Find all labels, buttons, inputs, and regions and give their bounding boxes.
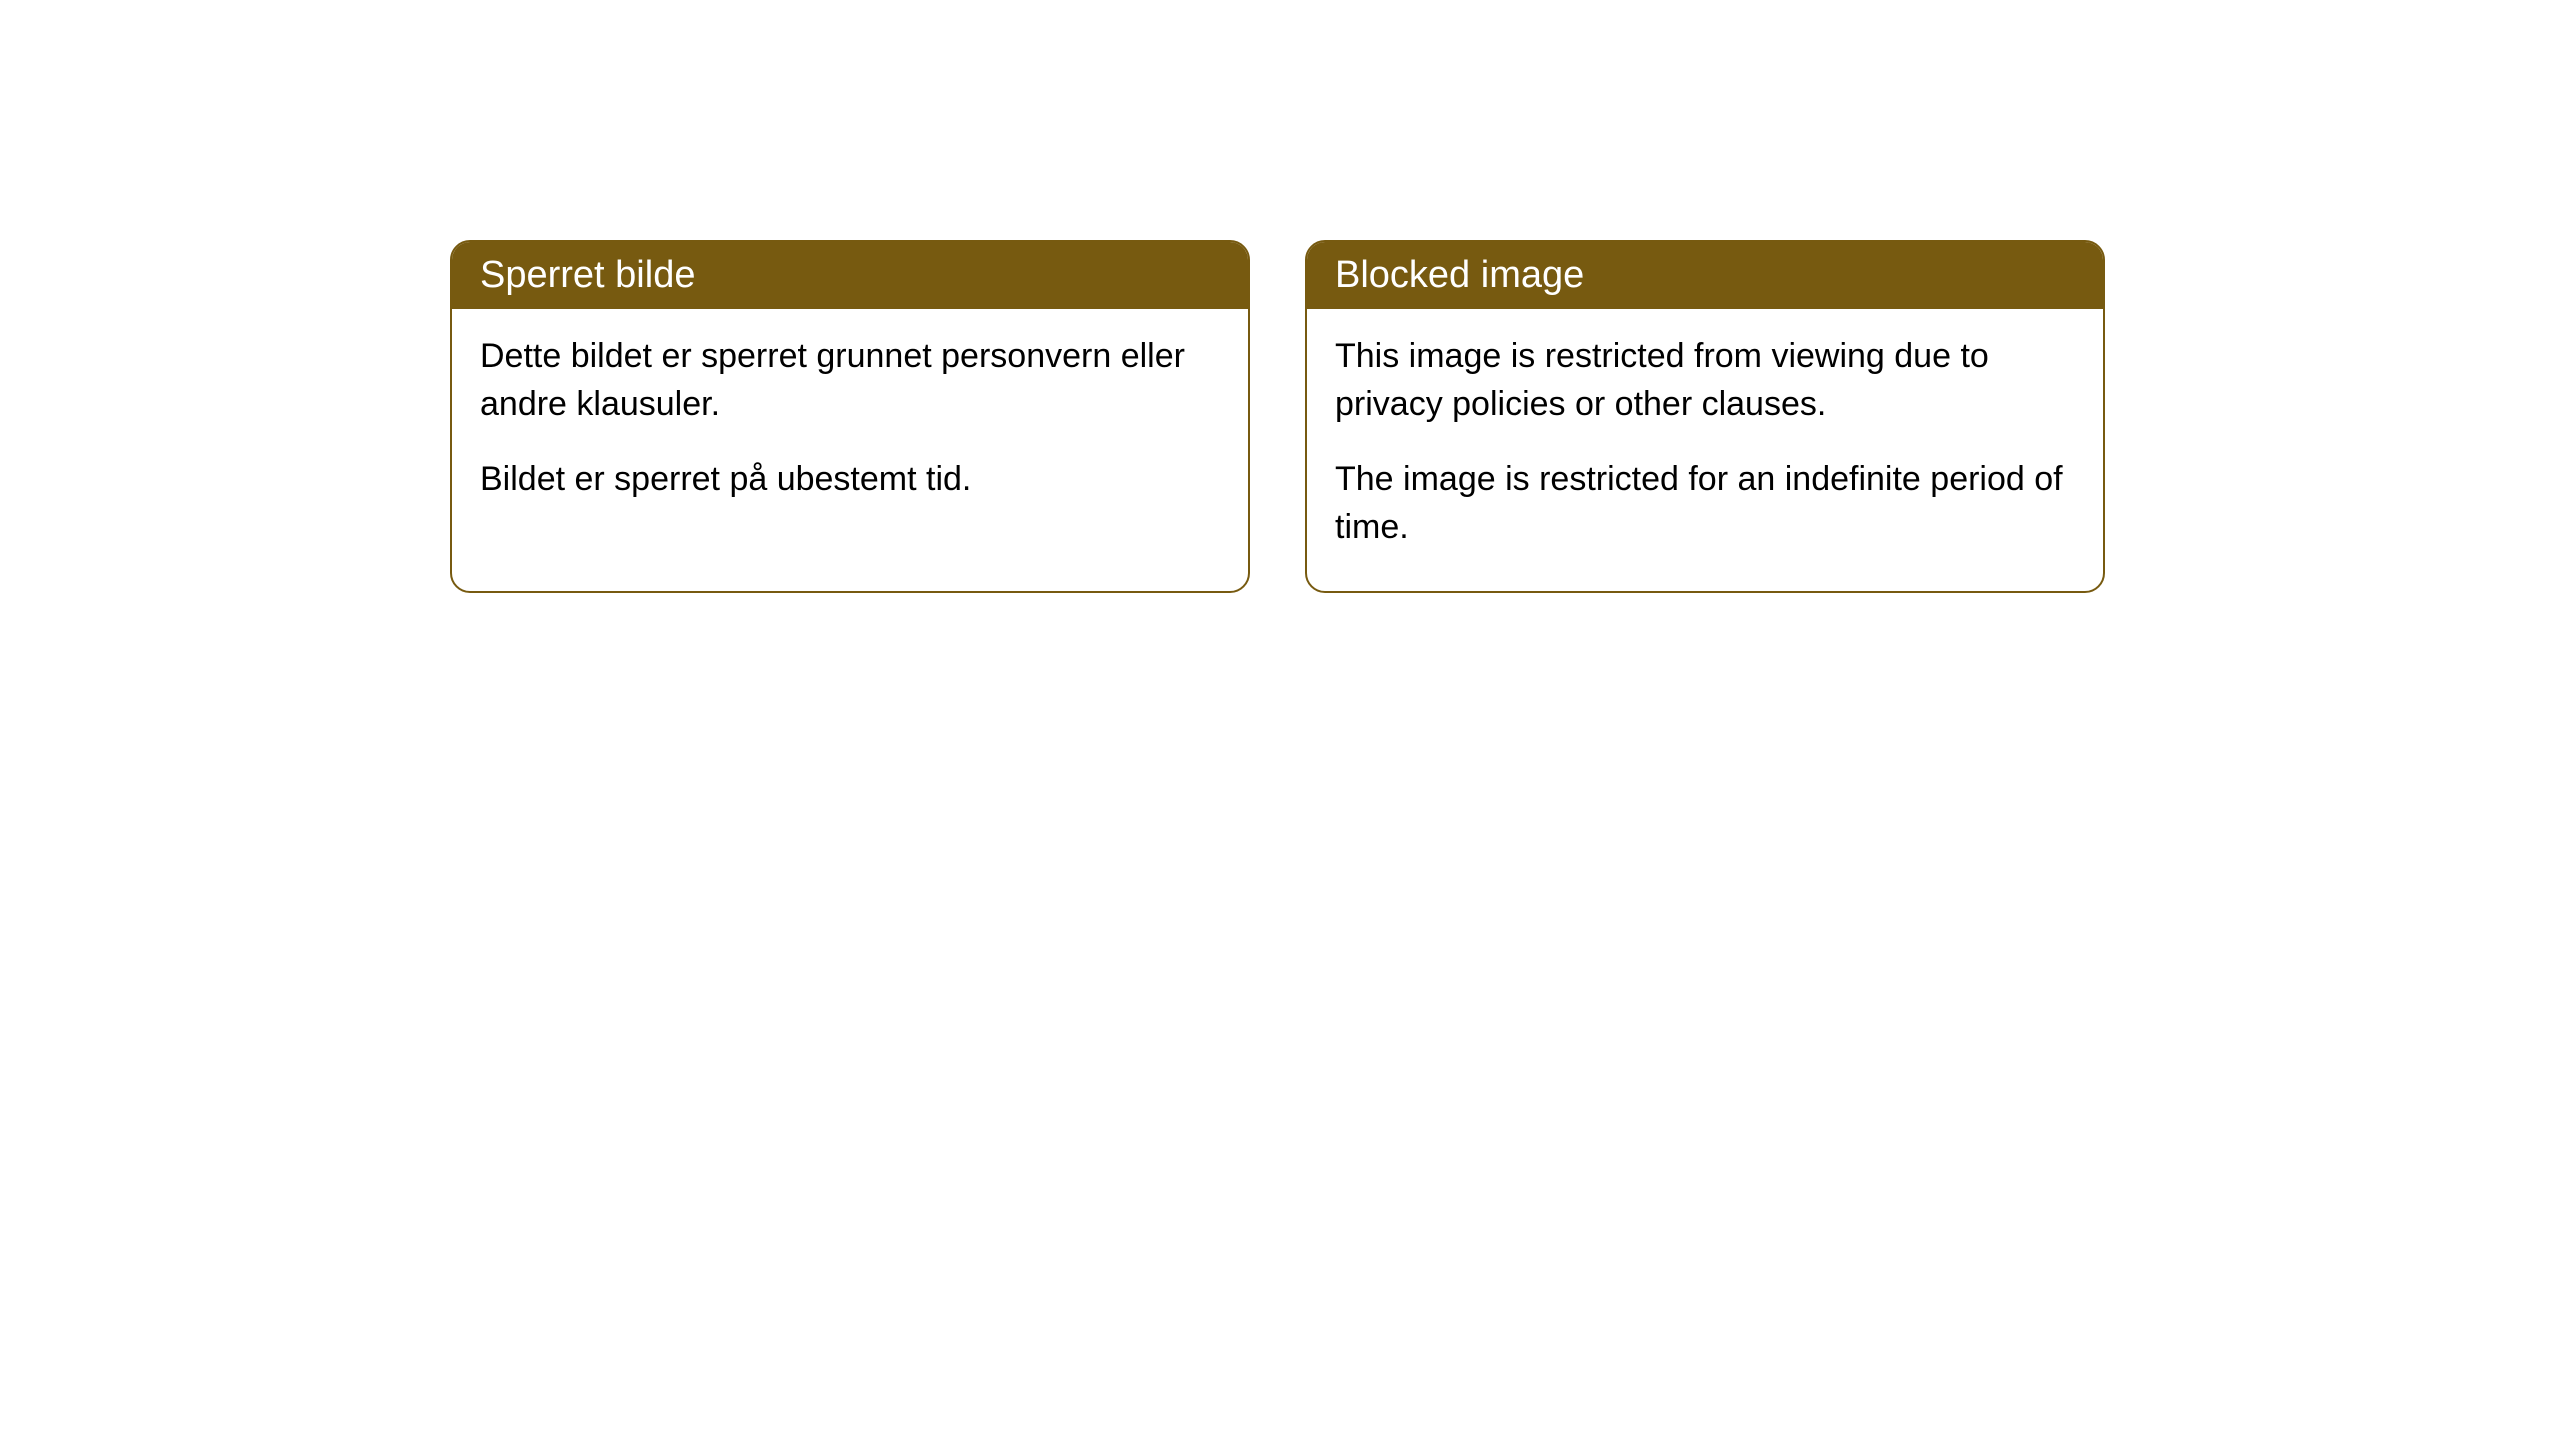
card-body-english: This image is restricted from viewing du… bbox=[1307, 309, 2103, 591]
card-paragraph-2: The image is restricted for an indefinit… bbox=[1335, 456, 2075, 551]
notice-card-norwegian: Sperret bilde Dette bildet er sperret gr… bbox=[450, 240, 1250, 593]
card-header-norwegian: Sperret bilde bbox=[452, 242, 1248, 309]
notice-card-english: Blocked image This image is restricted f… bbox=[1305, 240, 2105, 593]
card-paragraph-1: Dette bildet er sperret grunnet personve… bbox=[480, 333, 1220, 428]
notice-cards-container: Sperret bilde Dette bildet er sperret gr… bbox=[450, 240, 2560, 593]
card-paragraph-1: This image is restricted from viewing du… bbox=[1335, 333, 2075, 428]
card-header-english: Blocked image bbox=[1307, 242, 2103, 309]
card-body-norwegian: Dette bildet er sperret grunnet personve… bbox=[452, 309, 1248, 544]
card-paragraph-2: Bildet er sperret på ubestemt tid. bbox=[480, 456, 1220, 504]
